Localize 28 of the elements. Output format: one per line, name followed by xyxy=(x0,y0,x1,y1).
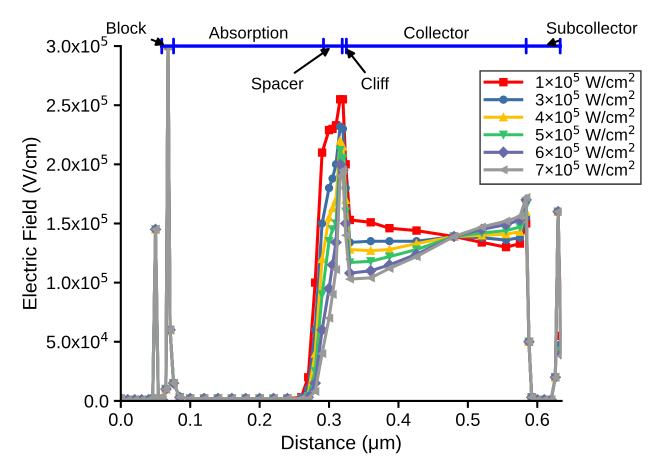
y-tick-label: 1.5x10$^{5}$ xyxy=(47,214,108,230)
annotation: Cliff xyxy=(362,77,390,90)
text: Block xyxy=(106,22,146,34)
text: Absorption xyxy=(208,26,288,42)
x-tick-label: 0.5 xyxy=(456,413,480,426)
y-axis-title: Electric Field (V/cm) xyxy=(22,138,40,309)
legend-label: 5×10$^{5}$ W/cm$^{2}$ xyxy=(536,125,634,141)
annotation: Spacer xyxy=(252,78,304,93)
x-tick-label: 0.2 xyxy=(248,413,272,426)
y-tick-label: 2.0x10$^{5}$ xyxy=(46,154,108,171)
text: Subcollector xyxy=(546,22,638,34)
x-axis-title: Distance (μm) xyxy=(282,435,401,454)
y-tick-label: 2.5x10$^{5}$ xyxy=(46,96,108,112)
x-tick-label: 0.0 xyxy=(108,413,133,426)
x-tick-label: 0.6 xyxy=(525,413,550,426)
y-tick-label: 0.0 xyxy=(84,394,108,408)
x-tick-label: 0.4 xyxy=(386,413,410,426)
legend-label: 1×10$^{5}$ W/cm$^{2}$ xyxy=(536,72,634,88)
x-tick-label: 0.1 xyxy=(178,413,202,426)
y-tick-label: 5.0x10$^{4}$ xyxy=(46,332,108,348)
legend-label: 4×10$^{5}$ W/cm$^{2}$ xyxy=(535,108,634,124)
x-tick-label: 0.3 xyxy=(317,413,341,426)
y-tick-label: 3.0x10$^{5}$ xyxy=(46,36,108,53)
text: Collector xyxy=(404,26,469,39)
legend-label: 7×10$^{5}$ W/cm$^{2}$ xyxy=(536,160,634,176)
legend-label: 3×10$^{5}$ W/cm$^{2}$ xyxy=(536,90,634,106)
y-tick-label: 1.0x10$^{5}$ xyxy=(47,272,108,290)
legend-label: 6×10$^{5}$ W/cm$^{2}$ xyxy=(536,142,634,158)
